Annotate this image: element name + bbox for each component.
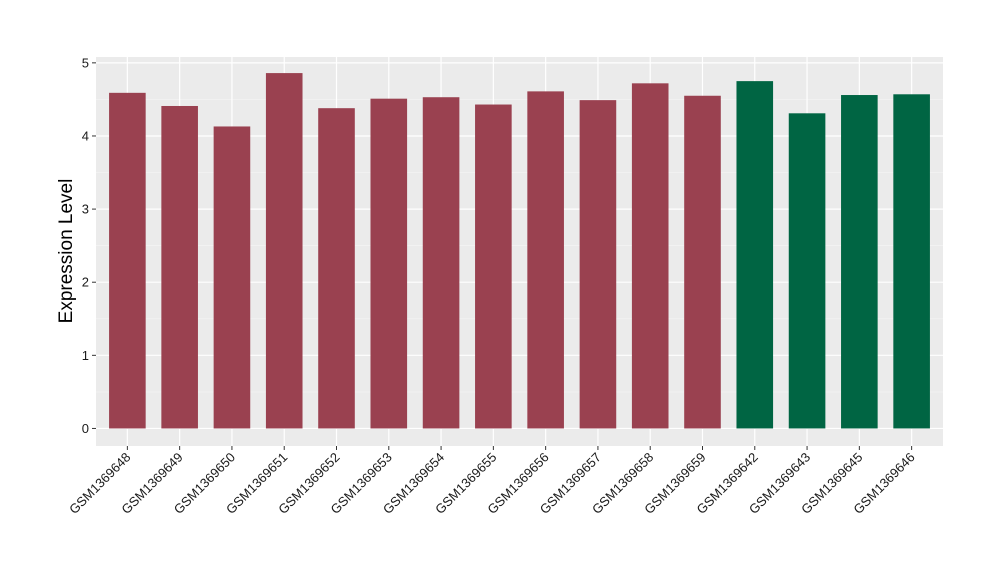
bar (841, 95, 878, 429)
y-tick-label: 3 (82, 202, 89, 217)
bar (736, 81, 774, 429)
y-tick-label: 5 (82, 55, 89, 70)
y-axis: 0 1 2 3 4 5 (82, 55, 96, 436)
bar (422, 97, 460, 429)
bar (631, 83, 669, 429)
bar (318, 108, 355, 429)
bars-group (109, 73, 930, 429)
x-axis: GSM1369648GSM1369649GSM1369650GSM1369651… (66, 446, 918, 517)
bar (265, 73, 303, 429)
y-axis-title: Expression Level (56, 179, 77, 324)
bar (161, 105, 198, 429)
bar (213, 126, 251, 429)
y-tick-label: 4 (82, 128, 89, 143)
bar (893, 94, 930, 429)
bar (109, 92, 146, 429)
y-tick-label: 1 (82, 348, 89, 363)
bar (684, 95, 721, 429)
y-tick-label: 2 (82, 275, 89, 290)
bar (475, 104, 512, 429)
y-tick-label: 0 (82, 421, 89, 436)
bar (788, 113, 826, 429)
bar (579, 100, 617, 429)
bar (370, 98, 408, 429)
bar (527, 91, 564, 429)
